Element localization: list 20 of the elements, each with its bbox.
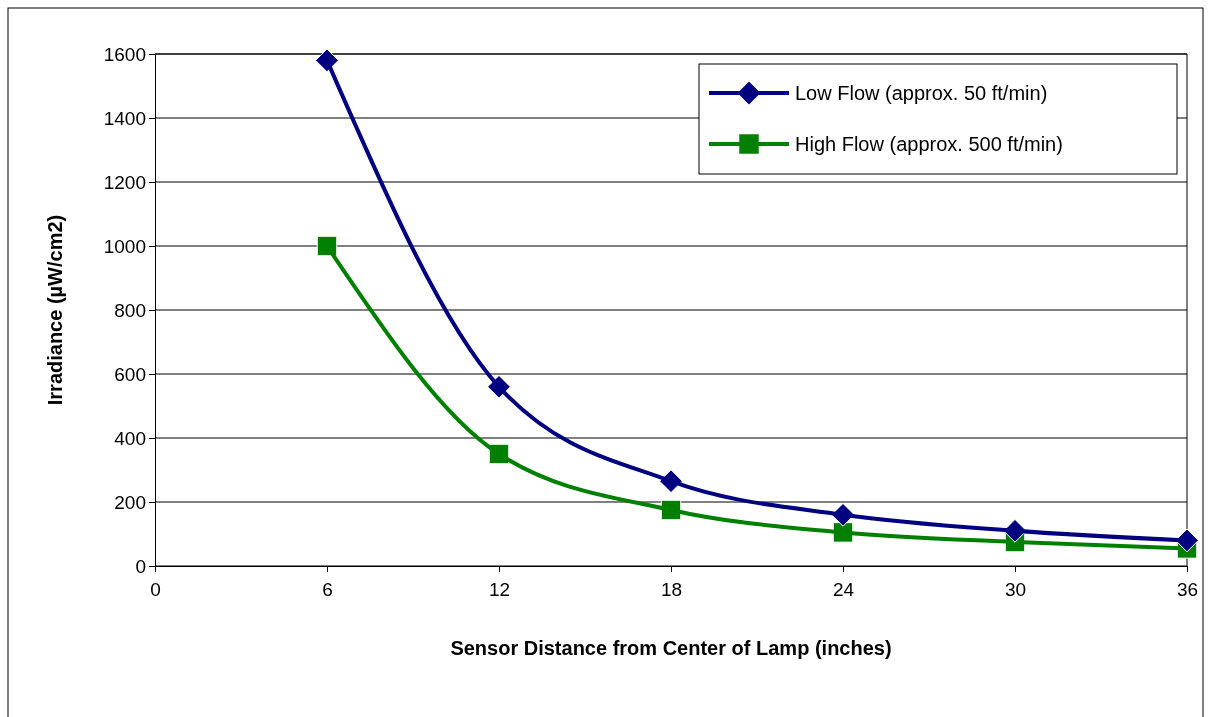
y-tick-label: 1400 (103, 107, 146, 129)
y-axis-title: Irradiance (µW/cm2) (44, 214, 66, 406)
y-tick-label: 0 (135, 555, 146, 577)
y-tick-label: 1600 (103, 43, 146, 65)
x-tick-label: 30 (1004, 578, 1027, 600)
x-axis-title: Sensor Distance from Center of Lamp (inches) (450, 637, 892, 659)
x-tick-label: 18 (660, 578, 683, 600)
legend-label: High Flow (approx. 500 ft/min) (795, 133, 1063, 155)
x-tick-label: 6 (322, 578, 333, 600)
x-tick-label: 24 (832, 578, 855, 600)
y-tick-label: 800 (114, 299, 146, 321)
x-tick-label: 12 (488, 578, 511, 600)
y-tick-label: 600 (114, 363, 146, 385)
y-tick-label: 1200 (103, 171, 146, 193)
x-tick-label: 36 (1176, 578, 1199, 600)
y-tick-label: 400 (114, 427, 146, 449)
y-tick-label: 1000 (103, 235, 146, 257)
legend-label: Low Flow (approx. 50 ft/min) (795, 82, 1048, 104)
x-tick-label: 0 (150, 578, 161, 600)
y-tick-label: 200 (114, 491, 146, 513)
